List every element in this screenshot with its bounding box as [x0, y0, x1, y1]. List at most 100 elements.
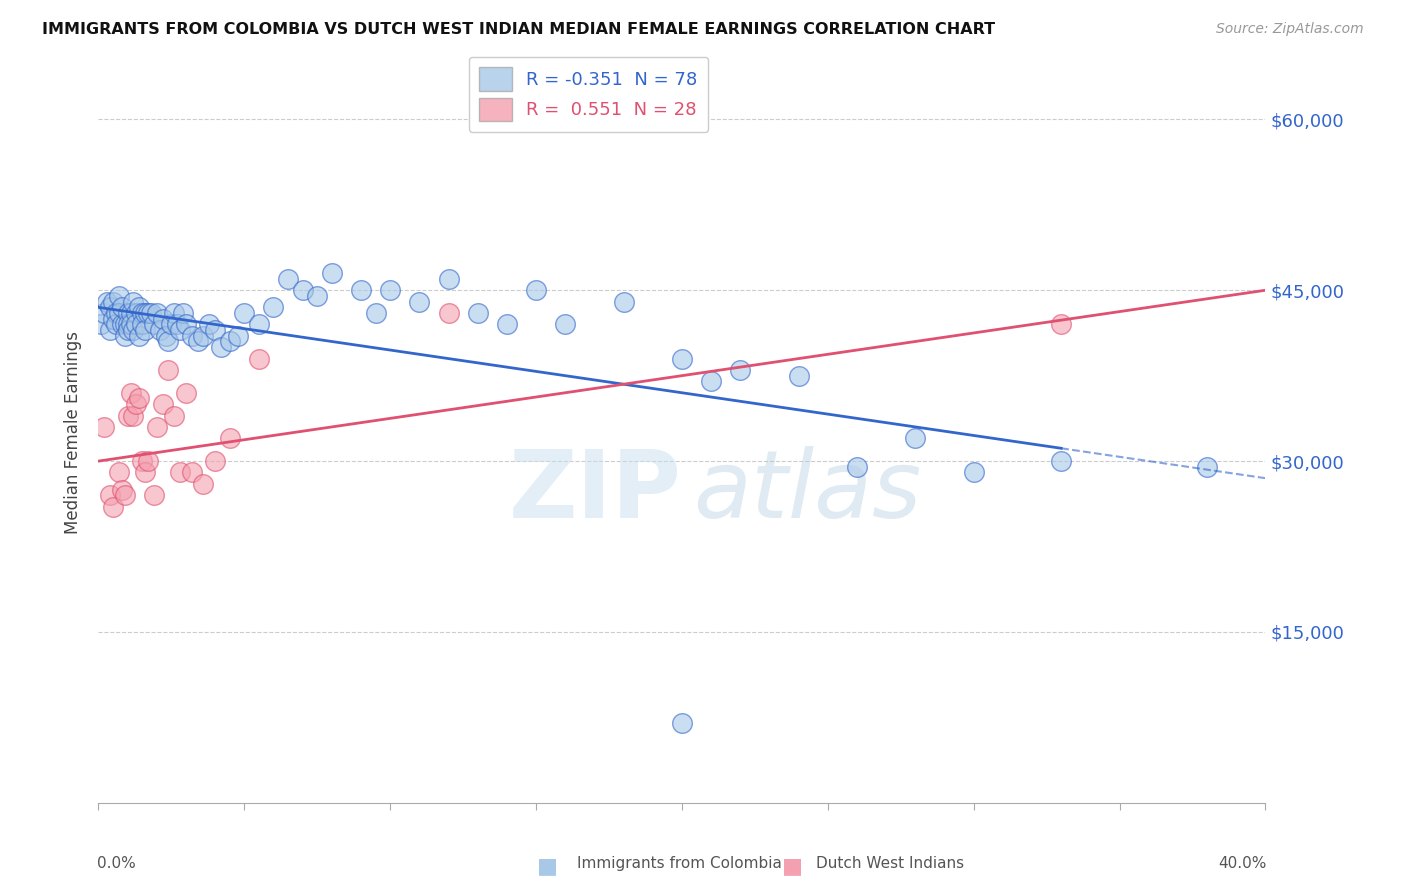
Point [437, 272, 460, 286]
Point [101, 294, 124, 309]
Point [307, 289, 329, 303]
Point [904, 431, 927, 445]
Point [146, 306, 169, 320]
Point [98, 301, 121, 315]
Point [111, 301, 134, 315]
Point [671, 351, 693, 366]
Point [120, 318, 142, 332]
Y-axis label: Median Female Earnings: Median Female Earnings [65, 331, 83, 534]
Text: ZIP: ZIP [509, 446, 682, 538]
Point [160, 318, 183, 332]
Point [152, 311, 174, 326]
Point [142, 488, 165, 502]
Point [174, 385, 197, 400]
Point [291, 283, 314, 297]
Point [233, 306, 256, 320]
Point [142, 318, 165, 332]
Point [172, 306, 194, 320]
Legend: R = -0.351  N = 78, R =  0.551  N = 28: R = -0.351 N = 78, R = 0.551 N = 28 [468, 57, 709, 132]
Point [108, 306, 131, 320]
Point [163, 409, 186, 423]
Point [730, 363, 752, 377]
Point [364, 306, 387, 320]
Point [93, 420, 115, 434]
Point [180, 466, 202, 480]
Point [128, 392, 150, 406]
Point [467, 306, 489, 320]
Point [120, 385, 142, 400]
Point [204, 323, 226, 337]
Text: IMMIGRANTS FROM COLOMBIA VS DUTCH WEST INDIAN MEDIAN FEMALE EARNINGS CORRELATION: IMMIGRANTS FROM COLOMBIA VS DUTCH WEST I… [42, 22, 995, 37]
Point [114, 328, 136, 343]
Point [122, 409, 145, 423]
Point [204, 454, 226, 468]
Point [96, 294, 118, 309]
Point [136, 454, 159, 468]
Point [131, 306, 153, 320]
Point [104, 318, 127, 332]
Text: 40.0%: 40.0% [1218, 856, 1267, 871]
Point [277, 272, 299, 286]
Text: Dutch West Indians: Dutch West Indians [815, 856, 965, 871]
Point [134, 306, 156, 320]
Point [125, 397, 148, 411]
Point [700, 375, 723, 389]
Point [554, 318, 576, 332]
Point [437, 306, 460, 320]
Point [157, 334, 180, 349]
Point [93, 306, 115, 320]
Point [350, 283, 373, 297]
Point [496, 318, 519, 332]
Point [193, 328, 215, 343]
Point [1050, 454, 1073, 468]
Point [120, 306, 142, 320]
Point [671, 716, 693, 731]
Point [209, 340, 232, 354]
Point [169, 466, 191, 480]
Text: ■: ■ [782, 856, 803, 876]
Point [117, 323, 139, 337]
Point [122, 294, 145, 309]
Point [166, 318, 188, 332]
Point [149, 323, 172, 337]
Point [108, 289, 131, 303]
Point [131, 454, 153, 468]
Point [134, 323, 156, 337]
Point [101, 311, 124, 326]
Point [114, 488, 136, 502]
Point [612, 294, 634, 309]
Point [408, 294, 430, 309]
Point [262, 301, 284, 315]
Point [155, 328, 177, 343]
Point [146, 420, 169, 434]
Point [247, 351, 270, 366]
Point [108, 466, 131, 480]
Point [90, 318, 112, 332]
Point [163, 306, 186, 320]
Text: 0.0%: 0.0% [97, 856, 136, 871]
Point [1050, 318, 1073, 332]
Point [114, 318, 136, 332]
Point [122, 323, 145, 337]
Point [198, 318, 221, 332]
Point [228, 328, 250, 343]
Point [218, 334, 240, 349]
Point [117, 306, 139, 320]
Point [101, 500, 124, 514]
Point [98, 323, 121, 337]
Point [152, 397, 174, 411]
Point [1195, 459, 1218, 474]
Text: Source: ZipAtlas.com: Source: ZipAtlas.com [1216, 22, 1364, 37]
Point [187, 334, 209, 349]
Point [218, 431, 240, 445]
Point [174, 318, 197, 332]
Point [139, 306, 162, 320]
Point [134, 466, 156, 480]
Point [128, 328, 150, 343]
Point [104, 306, 127, 320]
Point [524, 283, 547, 297]
Point [117, 318, 139, 332]
Point [128, 301, 150, 315]
Point [962, 466, 984, 480]
Point [131, 318, 153, 332]
